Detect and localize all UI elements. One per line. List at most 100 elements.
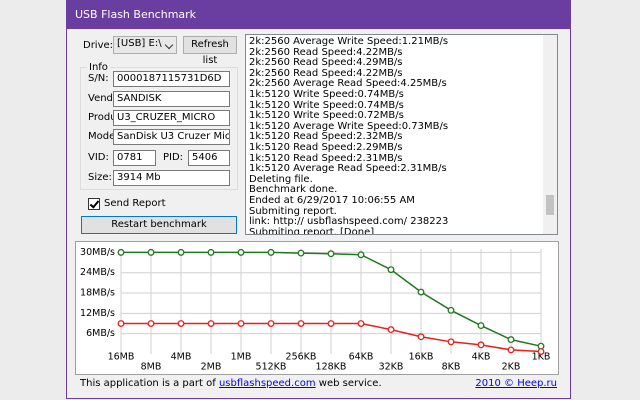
x-tick-label: 32KB [379, 362, 404, 373]
x-tick-label: 4MB [171, 352, 192, 363]
x-tick-label: 1KB [532, 352, 551, 363]
log-line: 2k:2560 Average Write Speed:1.21MB/s [249, 36, 449, 47]
field-label: Product: [88, 112, 130, 123]
send-report-label: Send Report [104, 198, 166, 209]
data-point [177, 320, 185, 327]
chart-panel [75, 241, 559, 375]
log-line: Submiting report. [Done] [249, 226, 375, 235]
data-point [417, 333, 425, 341]
data-point [177, 248, 185, 256]
field-value: 0000187115731D6D [113, 71, 230, 87]
restart-button[interactable]: Restart benchmark [81, 216, 237, 234]
data-point [417, 288, 425, 296]
field-label: Vendor: [88, 93, 127, 104]
checkmark [89, 198, 100, 209]
data-point [327, 250, 335, 258]
log-line: 1k:5120 Average Read Speed:2.31MB/s [249, 163, 447, 175]
data-point [117, 248, 125, 256]
field-label: VID: [88, 152, 109, 163]
log-line: link: http:// usbflashspeed.com/ 238223 [249, 216, 449, 228]
data-point [387, 266, 395, 274]
data-point [447, 306, 455, 314]
x-tick-label: 8MB [141, 362, 162, 373]
log-line: 1k:5120 Write Speed:0.72MB/s [249, 110, 404, 122]
drive-value: [USB] E:\ [117, 38, 162, 49]
log-line: 1k:5120 Write Speed:0.74MB/s [249, 88, 404, 100]
scroll-thumb [546, 195, 554, 215]
footer-after: web service. [318, 378, 382, 389]
x-tick-label: 16MB [108, 352, 135, 363]
field-value: 0781 [113, 150, 156, 166]
drive-label: Drive: [83, 40, 114, 51]
app-window: USB Flash Benchmark Drive: [USB] E:\ Ref… [66, 0, 571, 399]
footer-link[interactable]: usbflashspeed.com [218, 378, 316, 389]
data-point [237, 248, 245, 256]
data-point [207, 248, 215, 256]
field-value: SANDISK [113, 91, 230, 107]
data-point [267, 320, 275, 327]
y-tick-label: 30MB/s [80, 247, 115, 258]
field-label: PID: [163, 152, 184, 163]
log-line: 2k:2560 Read Speed:4.29MB/s [249, 57, 403, 69]
log-line: 1k:5120 Read Speed:2.31MB/s [249, 152, 403, 164]
data-point [507, 336, 515, 344]
field-value: SanDisk U3 Cruzer Micro [113, 129, 230, 145]
x-tick-label: 128KB [316, 362, 347, 373]
refresh-button[interactable]: Refresh list [183, 36, 237, 66]
log-line: 2k:2560 Read Speed:4.22MB/s [249, 46, 403, 58]
data-point [297, 320, 305, 327]
data-point [537, 348, 545, 355]
data-point [447, 338, 455, 346]
field-value: 3914 Mb [113, 170, 230, 186]
x-tick-label: 512KB [256, 362, 287, 373]
send-report-checkbox[interactable] [88, 198, 100, 210]
y-tick-label: 12MB/s [80, 308, 115, 319]
y-tick-label: 24MB/s [80, 267, 115, 278]
drive-select[interactable]: [USB] E:\ [113, 36, 177, 54]
log-line: Ended at 6/29/2017 10:06:55 AM [249, 194, 415, 206]
dropdown-arrow [164, 40, 174, 50]
data-point [477, 322, 485, 329]
data-point [387, 326, 395, 334]
data-point [207, 320, 215, 327]
x-tick-label: 2KB [502, 362, 521, 373]
x-tick-label: 1MB [231, 352, 252, 363]
y-tick-label: 18MB/s [80, 288, 115, 299]
data-point [507, 346, 515, 354]
data-point [117, 320, 125, 327]
data-point [477, 341, 485, 349]
copyright-link[interactable]: 2010 © Heep.ru [475, 378, 557, 389]
x-tick-label: 64KB [349, 352, 374, 363]
x-tick-label: 16KB [409, 352, 434, 363]
x-tick-label: 2MB [201, 362, 222, 373]
data-point [357, 320, 365, 327]
footer-text: This application is a part of usbflashsp… [80, 378, 382, 389]
footer-before: This application is a part of [80, 378, 216, 389]
data-point [237, 320, 245, 327]
log-line: 2k:2560 Average Read Speed:4.25MB/s [249, 78, 447, 90]
field-label: Size: [88, 172, 112, 183]
field-value: 5406 [188, 150, 230, 166]
log-line: 1k:5120 Write Speed:0.74MB/s [249, 99, 404, 111]
data-point [267, 248, 275, 256]
x-tick-label: 8KB [442, 362, 461, 373]
y-tick-label: 6MB/s [86, 328, 115, 339]
x-tick-label: 256KB [286, 352, 317, 363]
log-line: Submiting report. [249, 205, 337, 217]
data-point [297, 249, 305, 257]
field-label: S/N: [88, 73, 109, 84]
title-bar: USB Flash Benchmark [67, 1, 570, 29]
data-point [327, 320, 335, 327]
log-line: Benchmark done. [249, 184, 338, 196]
info-group [80, 67, 238, 190]
x-tick-label: 4KB [472, 352, 491, 363]
data-point [147, 248, 155, 256]
data-point [147, 320, 155, 327]
log-line: 1k:5120 Average Write Speed:0.73MB/s [249, 120, 449, 132]
copyright: 2010 © Heep.ru [475, 378, 557, 389]
log-box: 2k:2560 Average Write Speed:1.21MB/s 2k:2… [245, 34, 558, 235]
log-line: 2k:2560 Read Speed:4.22MB/s [249, 67, 403, 79]
log-line: 1k:5120 Read Speed:2.29MB/s [249, 141, 403, 153]
